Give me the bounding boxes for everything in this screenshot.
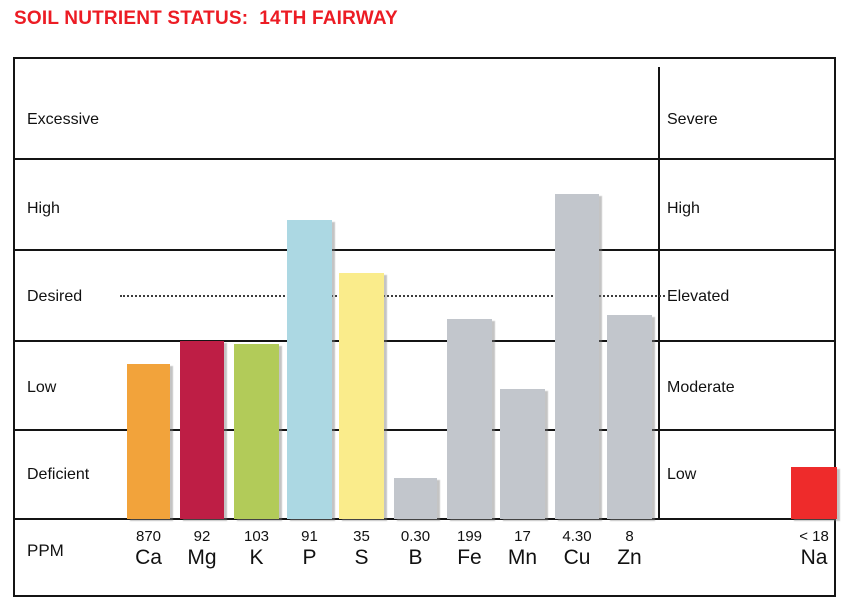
element-symbol-mg: Mg [187,546,217,569]
left-scale-label: Excessive [27,111,100,128]
element-symbol-s: S [354,546,369,569]
band-boundary-line [15,518,834,520]
element-symbol-b: B [408,546,423,569]
ppm-value-mg: 92 [193,528,211,545]
left-scale-label: Desired [27,288,83,305]
section-divider-line [658,67,660,519]
ppm-value-na: < 18 [799,528,829,545]
left-scale-label: Deficient [27,466,90,483]
band-boundary-line [15,249,834,251]
nutrient-bar-mg [180,341,224,519]
element-symbol-zn: Zn [617,546,642,569]
ppm-value-mn: 17 [514,528,531,545]
ppm-value-s: 35 [353,528,370,545]
right-scale-label: Low [667,466,697,483]
element-symbol-ca: Ca [135,546,162,569]
nutrient-bar-b [394,478,437,519]
left-scale-label: High [27,200,60,217]
band-boundary-line [15,340,834,342]
element-symbol-mn: Mn [507,546,538,569]
ppm-value-p: 91 [301,528,318,545]
ppm-value-fe: 199 [456,528,483,545]
nutrient-bar-na [791,467,837,519]
nutrient-band-chart: Excessive High Desired Low Deficient Severe Hi… [13,57,837,597]
band-boundary-line [15,429,834,431]
element-symbol-p: P [302,546,317,569]
nutrient-bar-mn [500,389,545,519]
left-scale-label: Low [27,379,57,396]
right-scale-label: Elevated [667,288,730,305]
nutrient-bar-fe [447,319,492,519]
ppm-value-zn: 8 [625,528,634,545]
ppm-value-k: 103 [243,528,270,545]
ppm-value-cu: 4.30 [562,528,592,545]
ppm-unit-label: PPM [27,541,64,560]
nutrient-bar-k [234,343,279,519]
right-scale-label: Moderate [667,379,735,396]
ppm-value-b: 0.30 [400,528,431,545]
element-symbol-cu: Cu [563,546,591,569]
element-symbol-fe: Fe [457,546,482,569]
nutrient-bar-ca [127,364,170,519]
right-scale-label: Severe [667,111,718,128]
nutrient-bar-p [287,219,332,519]
element-symbol-k: K [249,546,264,569]
element-symbol-na: Na [800,546,828,569]
band-boundary-line [15,158,834,160]
ppm-value-ca: 870 [135,528,162,545]
nutrient-bar-zn [607,314,652,519]
nutrient-bar-s [339,272,384,519]
nutrient-bar-cu [555,193,599,519]
desired-level-dotted-line [120,294,665,297]
page-title: SOIL NUTRIENT STATUS: 14TH FAIRWAY [14,8,398,29]
right-scale-label: High [667,200,700,217]
